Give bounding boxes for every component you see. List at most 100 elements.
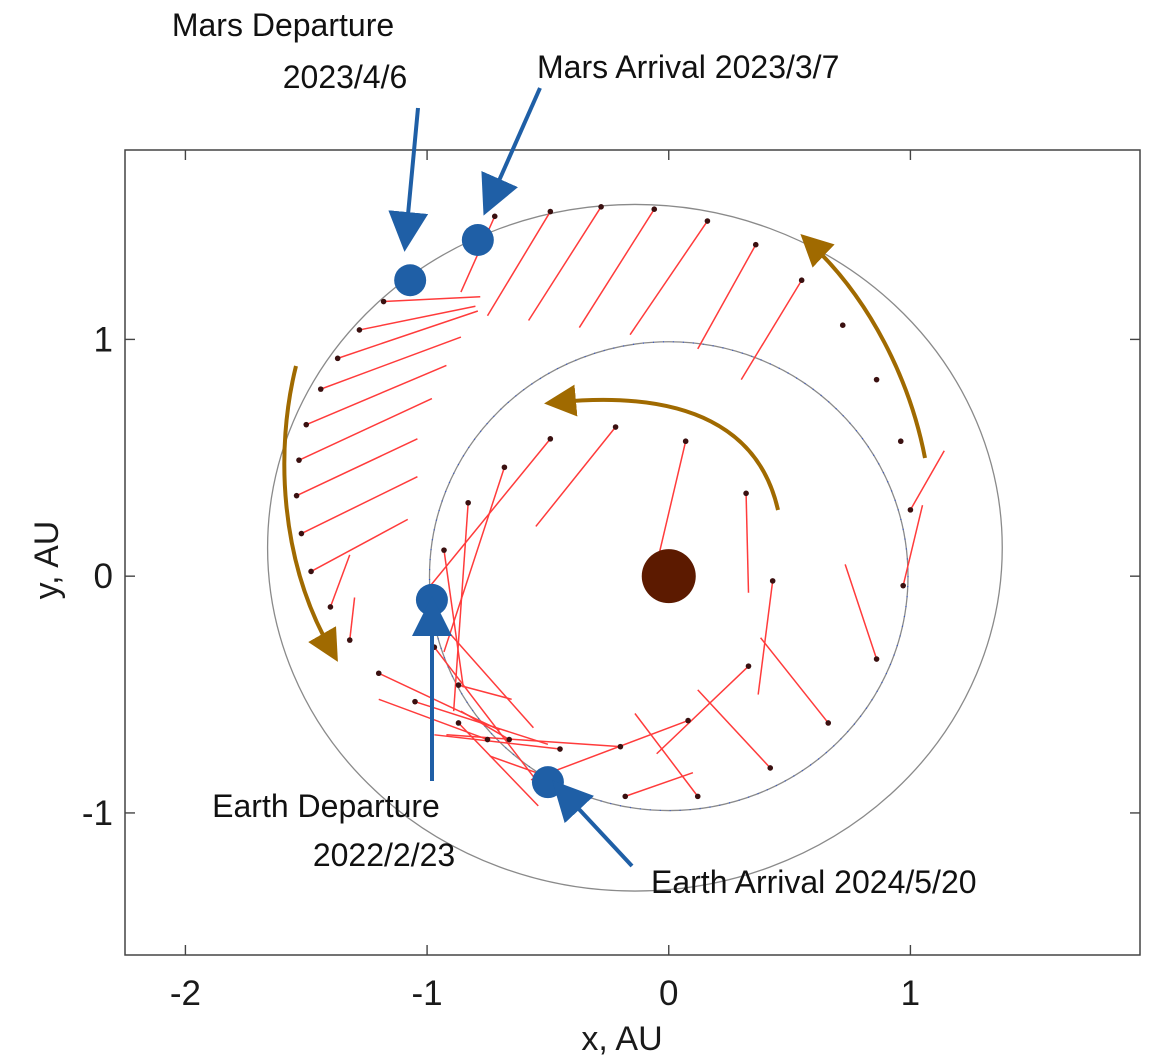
- mars-departure-marker: [394, 264, 427, 297]
- x-tick-label: 0: [659, 974, 678, 1013]
- mars-departure-arrow: [388, 107, 429, 252]
- position-point: [825, 720, 832, 726]
- y-tick-label: 1: [94, 320, 113, 359]
- position-point: [704, 218, 711, 224]
- position-point: [455, 720, 462, 726]
- mars-arrival-label: Mars Arrival 2023/3/7: [537, 49, 839, 85]
- position-point: [484, 736, 491, 743]
- motion-arrow-inner: [544, 384, 780, 511]
- axis-ticks: -2 -1 0 1 -1 0 1: [82, 150, 1140, 1013]
- position-point: [375, 670, 382, 677]
- velocity-vector: [909, 450, 945, 511]
- position-point: [547, 208, 554, 215]
- position-point: [873, 376, 880, 383]
- velocity-vector: [535, 426, 617, 527]
- position-point: [491, 213, 498, 220]
- position-point: [455, 682, 462, 688]
- earth-arrival-label: Earth Arrival 2024/5/20: [651, 864, 977, 900]
- position-point: [617, 743, 624, 750]
- position-point: [293, 492, 300, 499]
- orbit-layer: [266, 203, 1003, 892]
- plot-area: [124, 149, 1141, 956]
- mars-arrival-marker: [461, 223, 494, 256]
- velocity-vector: [434, 734, 561, 750]
- callout-arrows: [388, 87, 634, 868]
- position-point: [622, 793, 629, 800]
- velocity-vector: [697, 689, 771, 769]
- velocity-vector: [436, 618, 534, 729]
- velocity-vector: [320, 336, 462, 390]
- position-point: [873, 656, 880, 662]
- position-point: [412, 698, 418, 705]
- velocity-vector: [902, 504, 924, 586]
- position-point: [501, 464, 508, 471]
- velocity-vector: [757, 580, 774, 695]
- position-point: [557, 746, 563, 752]
- velocity-vector: [337, 310, 479, 360]
- position-point: [769, 578, 776, 584]
- velocity-vector: [457, 722, 539, 807]
- position-point: [298, 530, 305, 537]
- position-point: [907, 507, 914, 513]
- earth-orbit-dots: [428, 341, 909, 812]
- x-tick-label: 1: [901, 974, 920, 1013]
- velocity-vector: [424, 438, 551, 594]
- position-point: [752, 241, 759, 248]
- position-point: [682, 438, 689, 445]
- velocity-vector: [625, 771, 694, 798]
- y-tick-label: 0: [94, 557, 113, 596]
- velocity-vector: [383, 296, 481, 303]
- y-tick-label: -1: [82, 794, 113, 833]
- position-point: [433, 615, 440, 622]
- velocity-vector: [378, 672, 500, 731]
- position-point: [356, 327, 363, 333]
- velocity-vector: [697, 244, 757, 350]
- velocity-vector: [414, 700, 549, 745]
- x-tick-label: -1: [412, 974, 443, 1013]
- velocity-vector: [305, 364, 447, 426]
- position-point: [380, 298, 387, 305]
- velocity-vector: [298, 397, 433, 461]
- motion-arrow-left: [282, 365, 338, 662]
- velocity-vector: [578, 208, 655, 328]
- position-point: [897, 438, 904, 445]
- position-point: [900, 582, 906, 589]
- earth-departure-label-line2: 2022/2/23: [313, 837, 455, 873]
- velocity-vector: [458, 684, 512, 701]
- velocity-vector: [359, 305, 476, 331]
- velocity-vector: [655, 441, 687, 565]
- velocity-vector-layer: [296, 206, 945, 807]
- sun-marker: [641, 549, 696, 604]
- position-point: [465, 499, 471, 506]
- position-point: [745, 663, 752, 669]
- position-point: [308, 568, 314, 575]
- velocity-vector: [527, 206, 602, 321]
- velocity-vector: [301, 476, 418, 535]
- velocity-vector: [443, 550, 465, 688]
- position-point: [303, 421, 310, 428]
- velocity-vector: [296, 438, 418, 497]
- motion-direction-arrows: [282, 233, 927, 662]
- velocity-vector: [486, 211, 551, 317]
- velocity-vector: [310, 518, 409, 573]
- velocity-vector: [329, 554, 351, 608]
- velocity-vector: [349, 597, 356, 641]
- x-axis-label: x, AU: [581, 1020, 662, 1057]
- velocity-vector: [745, 493, 750, 593]
- position-point: [598, 204, 604, 210]
- position-point: [346, 637, 353, 643]
- y-axis-label: y, AU: [28, 521, 66, 600]
- position-point: [317, 386, 324, 392]
- velocity-vector: [740, 279, 803, 381]
- x-tick-label: -2: [170, 974, 201, 1013]
- mars-arrival-arrow: [481, 87, 542, 216]
- motion-arrow-top-right: [800, 233, 927, 459]
- velocity-vector: [759, 637, 829, 724]
- velocity-vector: [634, 713, 699, 797]
- position-point: [612, 424, 619, 430]
- position-point: [506, 736, 513, 743]
- position-point: [685, 717, 691, 724]
- earth-arrival-marker: [531, 766, 564, 799]
- velocity-vector: [443, 467, 506, 653]
